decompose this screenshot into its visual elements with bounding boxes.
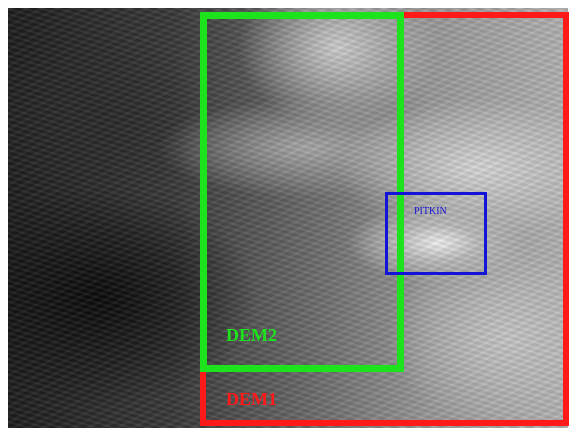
terrain-texture — [8, 8, 568, 428]
pitkin-label: PITKIN — [414, 206, 447, 217]
pitkin-extent-box — [385, 192, 487, 275]
elevation-raster — [8, 8, 568, 428]
dem2-extent-box — [200, 12, 404, 372]
dem1-label: DEM1 — [226, 389, 277, 409]
dem2-label: DEM2 — [226, 325, 277, 345]
